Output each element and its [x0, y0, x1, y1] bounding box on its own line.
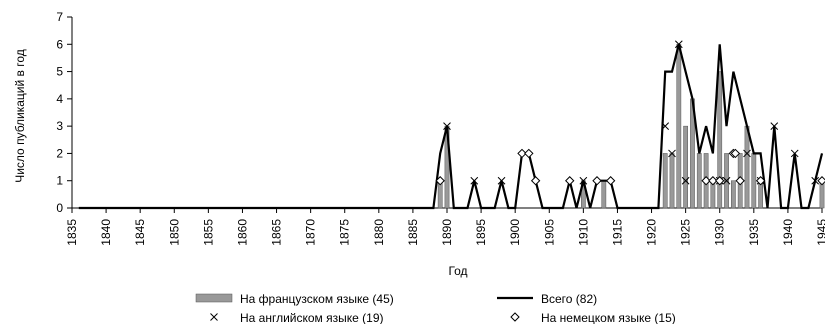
x-tick-label: 1930: [713, 219, 727, 246]
marker-german: [708, 176, 718, 186]
marker-german: [730, 148, 741, 159]
y-tick-label: 1: [56, 174, 63, 188]
marker-english: [681, 176, 690, 185]
y-tick-label: 3: [56, 119, 63, 133]
legend-swatch-german: [510, 312, 520, 322]
x-tick-label: 1885: [406, 219, 420, 246]
x-tick-label: 1920: [645, 219, 659, 246]
x-axis-label: Год: [448, 264, 467, 278]
marker-english: [443, 122, 451, 130]
marker-german: [735, 176, 745, 186]
legend-label-total: Всего (82): [541, 292, 597, 306]
x-tick-label: 1940: [781, 219, 795, 246]
x-tick-label: 1890: [440, 219, 454, 246]
x-tick-label: 1835: [65, 219, 79, 246]
line-total: [78, 44, 824, 210]
y-tick-label: 6: [56, 37, 63, 51]
x-tick-label: 1850: [167, 219, 181, 246]
x-tick-label: 1840: [99, 219, 113, 246]
marker-german: [435, 176, 445, 186]
x-tick-label: 1880: [372, 219, 386, 246]
marker-english: [790, 149, 799, 158]
x-tick-label: 1910: [576, 219, 590, 246]
x-tick-label: 1870: [304, 219, 318, 246]
marker-english: [497, 176, 506, 185]
marker-german: [530, 176, 541, 186]
bar-french: [717, 71, 723, 209]
bar-french: [696, 153, 702, 209]
marker-english: [470, 176, 479, 185]
marker-german: [592, 176, 602, 186]
x-tick-label: 1945: [815, 219, 825, 246]
marker-english: [811, 176, 820, 185]
y-axis-label: Число публикаций в год: [13, 49, 27, 183]
legend-label-french: На французском языке (45): [240, 292, 394, 306]
marker-german: [605, 176, 616, 186]
x-tick-label: 1855: [201, 219, 215, 246]
bar-french: [601, 180, 607, 209]
x-tick-label: 1900: [508, 219, 522, 246]
x-tick-label: 1935: [747, 219, 761, 246]
y-tick-label: 0: [56, 201, 63, 215]
legend-swatch-english: [210, 313, 218, 321]
marker-german: [701, 176, 711, 186]
marker-english: [668, 149, 676, 158]
bar-french: [669, 153, 675, 209]
marker-english: [770, 122, 779, 130]
x-tick-label: 1875: [338, 219, 352, 246]
y-tick-label: 5: [56, 65, 63, 79]
x-tick-label: 1845: [133, 219, 147, 246]
y-tick-label: 2: [56, 146, 63, 160]
y-tick-label: 4: [56, 92, 63, 106]
x-tick-label: 1860: [235, 219, 249, 246]
marker-english: [743, 149, 751, 158]
bar-french: [744, 125, 750, 209]
x-tick-label: 1915: [610, 219, 624, 246]
bar-french: [683, 125, 688, 209]
legend: На французском языке (45) Всего (82) На ан…: [195, 292, 676, 324]
legend-label-english: На английском языке (19): [240, 311, 384, 324]
marker-english: [579, 176, 588, 185]
bar-french: [751, 153, 757, 209]
y-tick-label: 7: [56, 10, 63, 24]
x-tick-label: 1895: [474, 219, 488, 246]
marker-english: [674, 40, 683, 49]
legend-label-german: На немецком языке (15): [541, 311, 676, 324]
marker-english: [722, 176, 731, 185]
bar-french: [662, 153, 668, 209]
x-tick-label: 1905: [542, 219, 556, 246]
x-tick-label: 1865: [270, 219, 284, 246]
bar-french: [731, 180, 736, 209]
marker-german: [524, 148, 534, 159]
legend-swatch-french: [195, 293, 233, 303]
bar-french: [676, 44, 682, 209]
marker-german: [755, 176, 766, 186]
marker-german: [715, 176, 725, 186]
marker-german: [565, 176, 575, 186]
marker-german: [517, 148, 527, 159]
plot-area: 0 1 2 3 4 5 6 7 1835 1840 1845 1850 1855 1860 1865 1870…: [56, 10, 825, 246]
marker-english: [661, 122, 670, 130]
x-tick-label: 1925: [679, 219, 693, 246]
